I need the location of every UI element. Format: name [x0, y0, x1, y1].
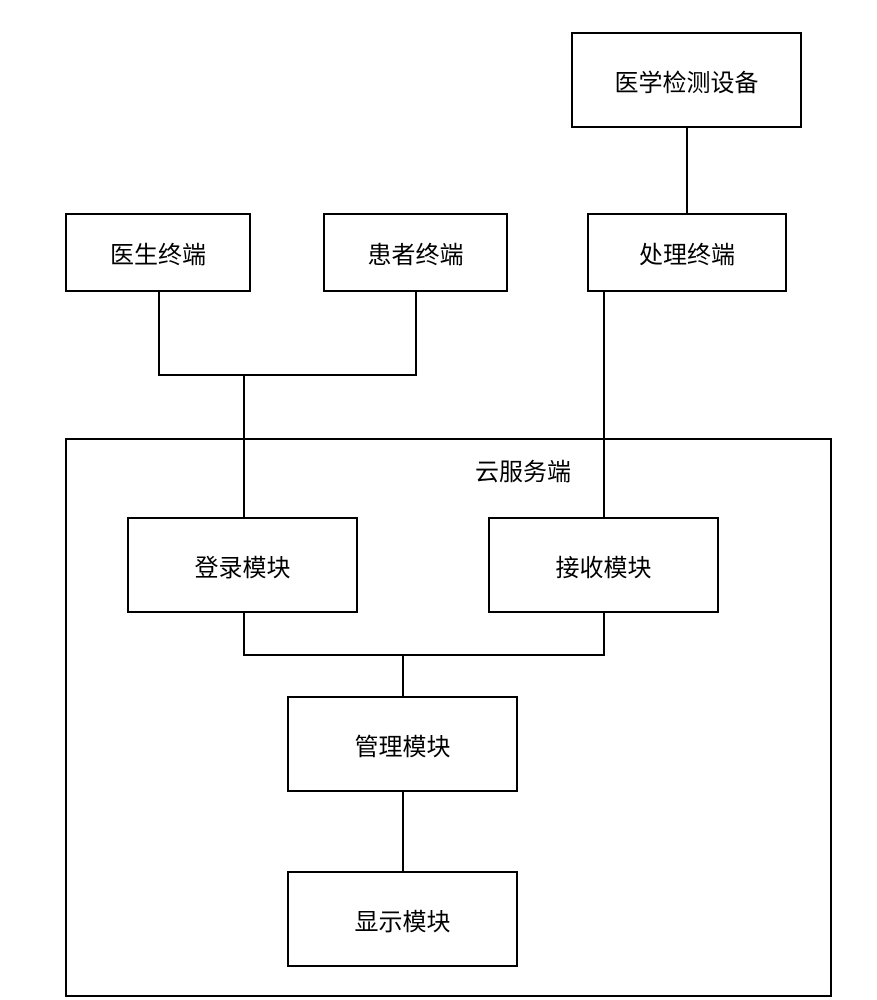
display-module-label: 显示模块	[355, 902, 451, 937]
receive-module-label: 接收模块	[556, 548, 652, 583]
edge	[243, 654, 605, 656]
display-module-node: 显示模块	[287, 871, 518, 967]
login-module-node: 登录模块	[127, 517, 358, 613]
processing-terminal-label: 处理终端	[639, 235, 735, 270]
manage-module-node: 管理模块	[287, 696, 518, 792]
edge	[603, 292, 605, 517]
edge	[415, 292, 417, 376]
receive-module-node: 接收模块	[488, 517, 719, 613]
manage-module-label: 管理模块	[355, 727, 451, 762]
edge	[158, 292, 160, 376]
cloud-service-label: 云服务端	[475, 452, 571, 487]
doctor-terminal-node: 医生终端	[65, 213, 251, 292]
processing-terminal-node: 处理终端	[587, 213, 787, 292]
patient-terminal-label: 患者终端	[368, 235, 464, 270]
edge	[402, 654, 404, 696]
edge	[603, 613, 605, 656]
doctor-terminal-label: 医生终端	[110, 235, 206, 270]
edge	[243, 374, 245, 517]
edge	[686, 128, 688, 213]
edge	[158, 374, 417, 376]
patient-terminal-node: 患者终端	[323, 213, 508, 292]
medical-device-label: 医学检测设备	[615, 63, 759, 98]
login-module-label: 登录模块	[195, 548, 291, 583]
medical-device-node: 医学检测设备	[571, 32, 802, 128]
edge	[402, 792, 404, 871]
edge	[243, 613, 245, 656]
